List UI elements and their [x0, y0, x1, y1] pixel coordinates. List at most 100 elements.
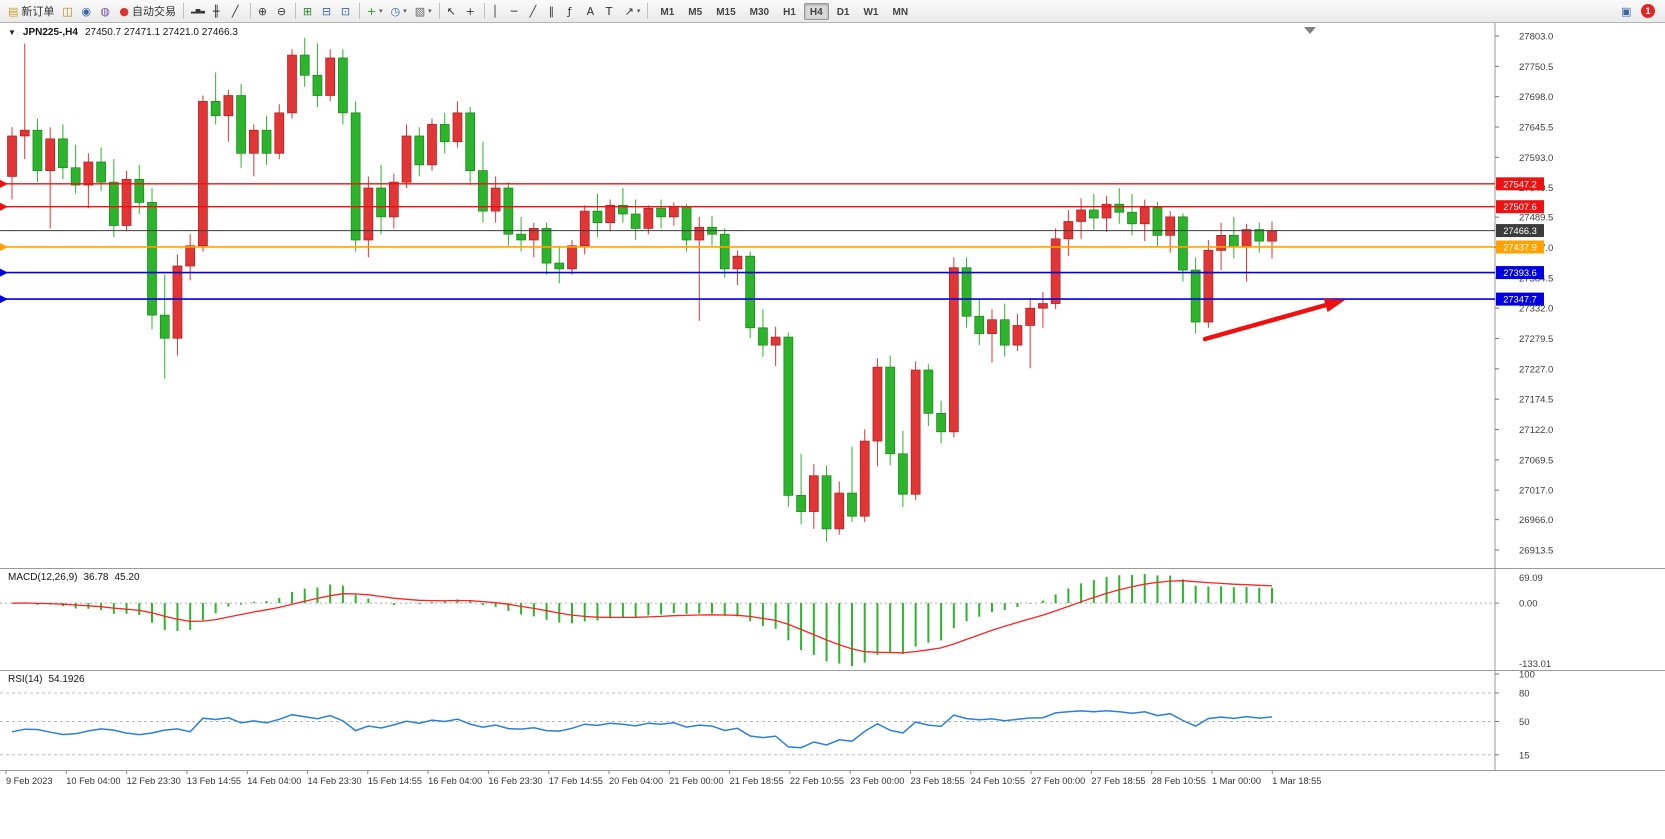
clock-icon: ◷ [390, 4, 401, 18]
candle [1127, 193, 1137, 236]
fibonacci-button[interactable]: ƒ [564, 2, 583, 21]
templates-button[interactable]: ▧ ▾ [411, 2, 436, 21]
new-order-button[interactable]: ▤ 新订单 [4, 2, 58, 21]
timeframe-button-d1[interactable]: D1 [836, 6, 850, 18]
line-chart-button[interactable]: ╱ [228, 2, 247, 21]
candle [847, 446, 857, 522]
one-click-trading-toggle-icon[interactable]: ▼ [8, 28, 16, 37]
vertical-line-button[interactable]: │ [488, 2, 507, 21]
horizontal-line-button[interactable]: ─ [507, 2, 526, 21]
candle [719, 228, 730, 278]
macd-main-value: 36.78 [83, 572, 109, 583]
time-tick-label: 22 Feb 10:55 [790, 776, 844, 786]
indicators-button[interactable]: + ▾ [363, 2, 387, 21]
candle [363, 176, 374, 258]
autotrading-button-label: 自动交易 [132, 6, 177, 18]
time-tick-label: 28 Feb 10:55 [1152, 776, 1206, 786]
rsi-value: 54.1926 [48, 674, 85, 685]
zoom-in-button[interactable]: ⊕ [254, 2, 273, 21]
help-button[interactable]: ▣ [1617, 2, 1636, 21]
timeframe-button-h4[interactable]: H4 [803, 2, 829, 20]
overlay-hline-27347.7[interactable]: 27347.7 [0, 292, 1544, 306]
chart-header: ▼ JPN225-,H4 27450.7 27471.1 27421.0 274… [8, 27, 238, 38]
line-left-marker-icon [0, 295, 8, 304]
toolbar-right: ▣ 1 [1617, 2, 1661, 21]
cascade-windows-button[interactable]: ⊟ [318, 2, 337, 21]
timeframe-button-w1[interactable]: W1 [863, 6, 879, 18]
bar-chart-button[interactable]: ▂▅▃ [187, 2, 209, 21]
scroll-marker-icon[interactable] [1304, 27, 1316, 34]
price-tag [1496, 240, 1544, 254]
charts-grid-button[interactable]: ◫ [58, 2, 77, 21]
overlay-hline-27393.6[interactable]: 27393.6 [0, 266, 1544, 280]
candlestick-chart-icon: ╫ [212, 4, 220, 18]
arrow-head-icon [1323, 298, 1345, 313]
candle [948, 257, 959, 438]
cursor-button[interactable]: ↖ [443, 2, 462, 21]
overlay-hline-27437.9[interactable]: 27437.9 [0, 240, 1544, 254]
price-tag [1496, 200, 1544, 214]
price-chart[interactable]: 27803.027750.527698.027645.527593.027540… [0, 23, 1665, 793]
candle [83, 153, 94, 209]
time-tick-label: 16 Feb 23:30 [488, 776, 542, 786]
candlestick-chart-button[interactable]: ╫ [209, 2, 228, 21]
horizontal-line-icon: ─ [510, 4, 518, 18]
candle [859, 429, 870, 522]
timeframe-button-m1[interactable]: M1 [660, 6, 675, 18]
candle [32, 118, 43, 183]
profiles-button[interactable]: ◉ [77, 2, 96, 21]
arrow-object-icon: ↗ [624, 4, 634, 18]
arrows-button[interactable]: ↗ ▾ [621, 2, 645, 21]
zoom-out-icon: ⊖ [276, 4, 287, 18]
notification-badge[interactable]: 1 [1641, 4, 1655, 18]
periods-button[interactable]: ◷ ▾ [387, 2, 411, 21]
trend-arrow-annotation[interactable] [1202, 298, 1345, 342]
candle [70, 144, 81, 194]
zoom-out-button[interactable]: ⊖ [273, 2, 292, 21]
time-tick-label: 20 Feb 04:00 [609, 776, 663, 786]
chart-window: 27803.027750.527698.027645.527593.027540… [0, 23, 1665, 839]
price-tick-label: 27122.0 [1519, 425, 1553, 436]
crosshair-button[interactable]: + [462, 2, 481, 21]
candle [1038, 291, 1048, 328]
time-axis[interactable]: 9 Feb 2023 10 Feb 04:00 12 Feb 23:30 13 Feb… [5, 771, 1321, 786]
new-order-button-label: 新订单 [21, 6, 55, 18]
toolbar-separator [183, 3, 185, 19]
candle [961, 257, 972, 328]
text-label-button[interactable]: T [602, 2, 621, 21]
timeframe-button-m15[interactable]: M15 [716, 6, 736, 18]
channel-icon: ∥ [548, 4, 555, 18]
candle [656, 199, 666, 229]
price-tick-label: 27069.5 [1519, 455, 1553, 466]
autotrading-button[interactable]: ● 自动交易 [115, 2, 180, 21]
trendline-button[interactable]: ╱ [526, 2, 545, 21]
new-order-icon: ▤ [8, 4, 19, 18]
strategy-tester-button[interactable]: ◍ [96, 2, 115, 21]
toolbar-separator [438, 3, 440, 19]
candle [898, 430, 908, 507]
line-chart-icon: ╱ [231, 4, 239, 18]
timeframe-button-m5[interactable]: M5 [688, 6, 703, 18]
auto-arrange-button[interactable]: ⊡ [337, 2, 356, 21]
chart-template-icon: ▧ [414, 4, 426, 18]
indicators-plus-icon: + [366, 4, 377, 18]
timeframe-button-mn[interactable]: MN [892, 6, 909, 18]
price-tick-label: 27698.0 [1519, 92, 1553, 103]
text-button[interactable]: A [583, 2, 602, 21]
overlay-hline-27466.3[interactable]: 27466.3 [0, 224, 1544, 238]
candle [1025, 297, 1036, 369]
tile-windows-button[interactable]: ⊞ [299, 2, 318, 21]
equidistant-channel-button[interactable]: ∥ [545, 2, 564, 21]
price-tag-label: 27466.3 [1503, 226, 1537, 236]
timeframe-button-m30[interactable]: M30 [749, 6, 770, 18]
candle [1190, 257, 1201, 334]
candle [7, 127, 17, 200]
candle [1165, 211, 1176, 253]
overlay-hline-27507.6[interactable]: 27507.6 [0, 200, 1544, 214]
price-tick-label: 27227.0 [1519, 364, 1553, 375]
price-tick-label: 27279.5 [1519, 334, 1553, 345]
price-tag [1496, 177, 1544, 191]
overlay-hline-27547.2[interactable]: 27547.2 [0, 177, 1544, 191]
timeframe-button-h1[interactable]: H1 [783, 6, 796, 18]
candle [999, 303, 1010, 357]
